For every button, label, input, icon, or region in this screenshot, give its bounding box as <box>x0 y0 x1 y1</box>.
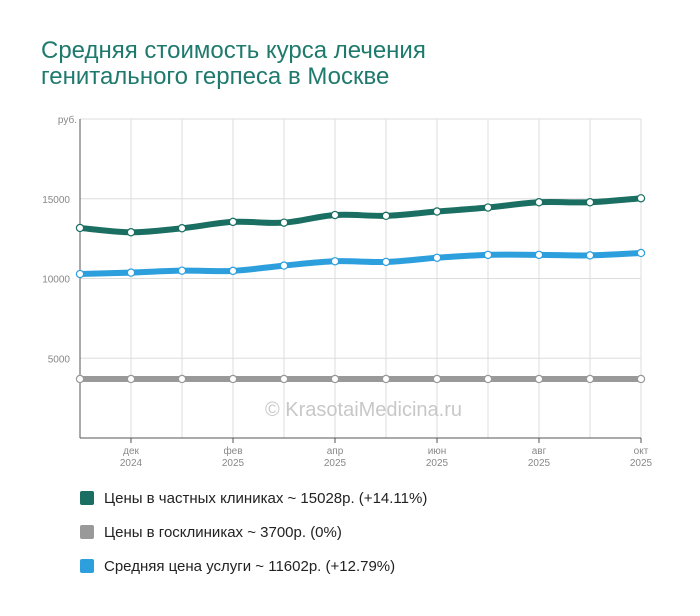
data-point-private <box>75 223 85 233</box>
data-point-private <box>381 211 391 221</box>
legend-label-private: Цены в частных клиниках ~ 15028р. (+14.1… <box>104 489 428 507</box>
x-tick-label-month: окт <box>634 446 649 457</box>
data-point-private <box>585 198 595 207</box>
y-tick-label: 5000 <box>48 354 71 365</box>
data-point-public <box>228 374 238 384</box>
series-line-private <box>77 195 644 236</box>
watermark: © KrasotaiMedicina.ru <box>265 399 462 421</box>
legend-label-public: Цены в госклиниках ~ 3700р. (0%) <box>104 523 342 541</box>
data-point-average <box>432 253 442 262</box>
legend-item-average[interactable]: Средняя цена услуги ~ 11602р. (+12.79%) <box>80 555 427 577</box>
data-point-private <box>279 218 289 227</box>
data-point-private <box>636 194 646 203</box>
legend-label-average: Средняя цена услуги ~ 11602р. (+12.79%) <box>104 557 396 575</box>
chart-title: Средняя стоимость курса лечения гениталь… <box>41 38 641 90</box>
data-point-public <box>585 374 595 384</box>
x-tick-label-month: дек <box>123 446 139 457</box>
data-point-private <box>483 203 493 212</box>
data-point-private <box>330 210 340 220</box>
data-point-private <box>228 217 238 227</box>
legend-swatch-average <box>80 559 94 573</box>
data-point-public <box>483 374 493 384</box>
x-tick-label-month: фев <box>223 445 242 457</box>
data-point-public <box>636 374 646 384</box>
data-point-private <box>126 228 136 237</box>
data-point-public <box>126 374 136 384</box>
x-tick-label-month: авг <box>532 446 547 457</box>
data-point-public <box>432 374 442 384</box>
data-point-private <box>177 224 187 233</box>
data-point-public <box>75 374 85 384</box>
legend-swatch-private <box>80 491 94 505</box>
data-point-average <box>330 257 340 266</box>
data-point-average <box>279 261 289 270</box>
line-chart: руб.50001000015000дек2024фев2025апр2025и… <box>42 114 653 469</box>
x-tick-label-year: 2025 <box>630 458 653 469</box>
chart-title-line-2: генитального герпеса в Москве <box>41 63 390 90</box>
legend-item-public[interactable]: Цены в госклиниках ~ 3700р. (0%) <box>80 521 427 543</box>
x-tick-label-year: 2024 <box>120 458 143 469</box>
data-point-public <box>279 374 289 384</box>
x-tick-label-year: 2025 <box>528 458 551 469</box>
data-point-average <box>381 257 391 267</box>
legend-swatch-public <box>80 525 94 539</box>
data-point-public <box>381 374 391 384</box>
data-point-average <box>534 250 544 260</box>
x-tick-label-year: 2025 <box>222 458 245 469</box>
chart-title-line-1: Средняя стоимость курса лечения <box>41 37 426 64</box>
data-point-public <box>534 374 544 384</box>
data-point-average <box>75 269 85 279</box>
data-point-public <box>330 374 340 384</box>
data-point-public <box>177 374 187 384</box>
legend-item-private[interactable]: Цены в частных клиниках ~ 15028р. (+14.1… <box>80 487 427 509</box>
y-tick-label: 10000 <box>42 275 70 286</box>
chart-legend: Цены в частных клиниках ~ 15028р. (+14.1… <box>80 487 427 589</box>
data-point-average <box>585 251 595 260</box>
data-point-average <box>126 268 136 277</box>
x-tick-label-year: 2025 <box>426 458 449 469</box>
x-tick-label-month: апр <box>327 446 344 457</box>
data-point-average <box>636 248 646 258</box>
y-axis-label: руб. <box>58 114 77 126</box>
y-tick-label: 15000 <box>42 195 70 206</box>
x-tick-label-month: июн <box>428 446 447 457</box>
x-tick-label-year: 2025 <box>324 458 347 469</box>
data-point-average <box>177 266 187 275</box>
data-point-average <box>228 266 238 276</box>
data-point-private <box>534 198 544 207</box>
data-point-private <box>432 207 442 216</box>
series-line-average <box>77 249 644 278</box>
data-point-average <box>483 250 493 260</box>
